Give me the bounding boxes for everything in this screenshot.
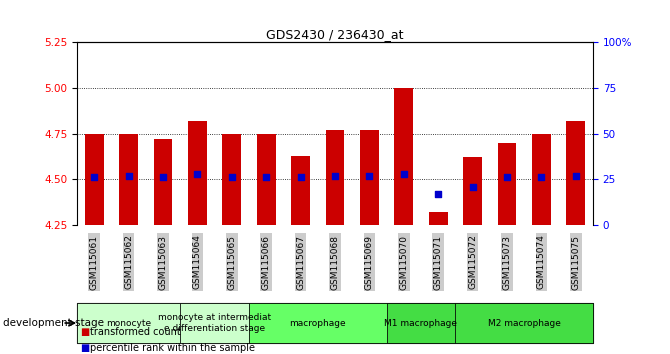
Title: GDS2430 / 236430_at: GDS2430 / 236430_at (266, 28, 404, 41)
Text: macrophage: macrophage (289, 319, 346, 327)
Point (89, 175, 100, 180)
Text: ■: ■ (80, 343, 90, 353)
Point (467, 184, 478, 189)
Bar (566, 121, 585, 225)
Text: development stage: development stage (3, 318, 105, 328)
Bar (188, 121, 207, 225)
Bar (153, 139, 172, 225)
Text: percentile rank within the sample: percentile rank within the sample (90, 343, 255, 353)
Text: M2 macrophage: M2 macrophage (488, 319, 561, 327)
Point (123, 173, 134, 178)
Point (295, 175, 306, 180)
Bar (360, 130, 379, 225)
Point (536, 175, 547, 180)
Text: monocyte at intermediat
e differentiation stage: monocyte at intermediat e differentiatio… (158, 313, 271, 333)
Point (192, 171, 203, 177)
Point (570, 173, 581, 178)
Text: ■: ■ (80, 327, 90, 337)
Bar (456, 303, 593, 343)
Point (364, 173, 375, 178)
Bar (498, 143, 517, 225)
Bar (291, 155, 310, 225)
Bar (222, 133, 241, 225)
Bar (77, 303, 180, 343)
Point (226, 175, 237, 180)
Bar (387, 303, 456, 343)
Text: M1 macrophage: M1 macrophage (385, 319, 458, 327)
Point (399, 171, 409, 177)
Bar (257, 133, 275, 225)
Text: transformed count: transformed count (90, 327, 181, 337)
Bar (326, 130, 344, 225)
Point (157, 175, 168, 180)
Bar (395, 88, 413, 225)
Bar (249, 303, 387, 343)
Point (261, 175, 271, 180)
Bar (532, 133, 551, 225)
Point (502, 175, 513, 180)
Point (433, 191, 444, 196)
Point (330, 173, 340, 178)
Bar (429, 212, 448, 225)
Bar (119, 133, 138, 225)
Bar (85, 133, 104, 225)
Bar (463, 157, 482, 225)
Text: monocyte: monocyte (106, 319, 151, 327)
Bar (180, 303, 249, 343)
